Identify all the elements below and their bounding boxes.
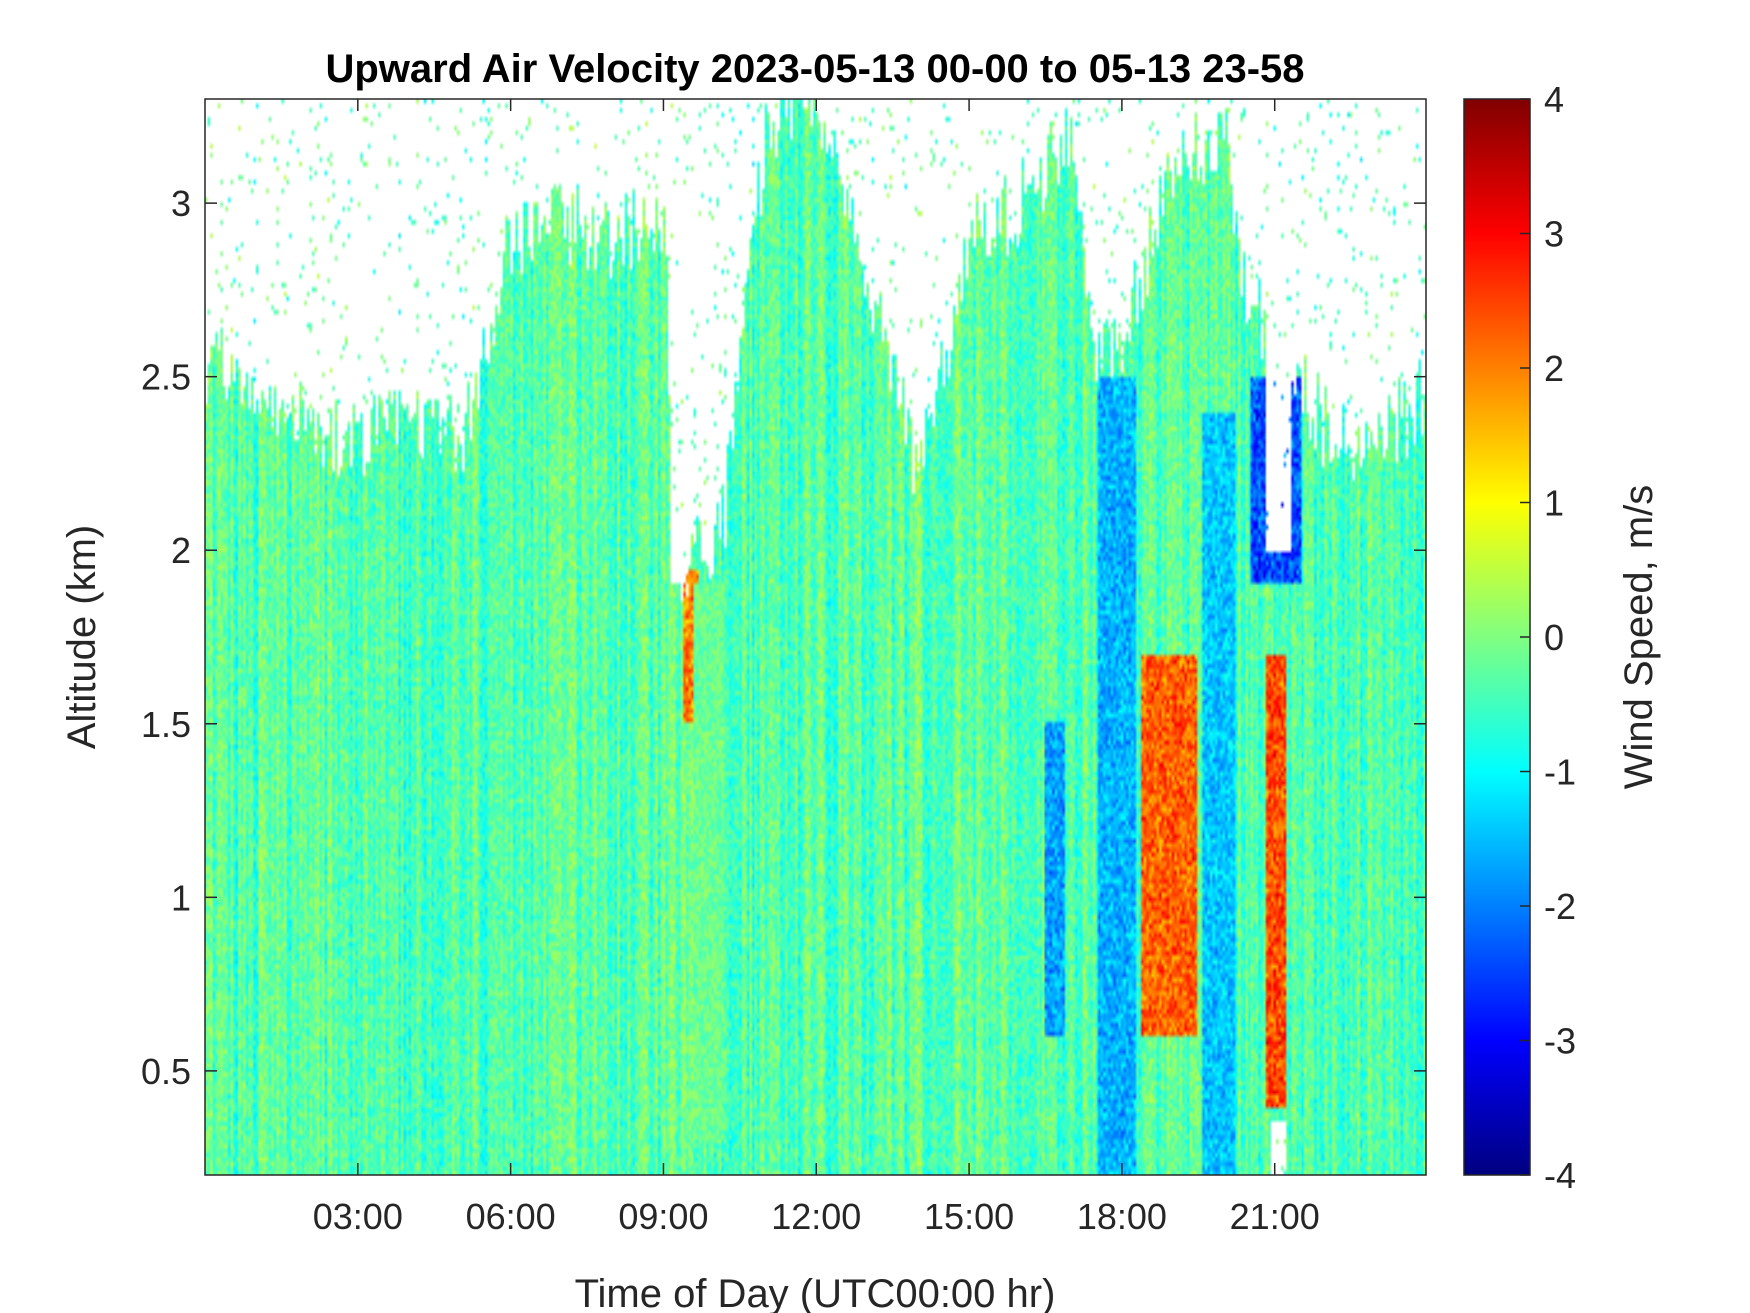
y-tick-label: 3 <box>171 183 191 224</box>
colorbar-tick-label: 2 <box>1544 348 1564 389</box>
colorbar-tick-label: 4 <box>1544 79 1564 120</box>
chart-title: Upward Air Velocity 2023-05-13 00-00 to … <box>325 47 1304 91</box>
colorbar: 4 3 2 1 0 -1 -2 -3 -4 <box>1463 79 1576 1196</box>
x-tick-label: 06:00 <box>466 1196 556 1237</box>
x-axis: 03:00 06:00 09:00 12:00 15:00 18:00 21:00 <box>313 99 1320 1237</box>
colorbar-tick-label: 0 <box>1544 617 1564 658</box>
x-axis-label: Time of Day (UTC00:00 hr) <box>575 1272 1056 1313</box>
colorbar-gradient <box>1463 98 1531 1176</box>
y-tick-label: 1.5 <box>141 704 191 745</box>
y-axis-label: Altitude (km) <box>60 525 104 750</box>
plot-frame <box>204 98 1427 1176</box>
heatmap-cells <box>205 99 1426 1175</box>
colorbar-tick-label: -1 <box>1544 752 1576 793</box>
colorbar-tick-label: 1 <box>1544 483 1564 524</box>
colorbar-tick-label: -4 <box>1544 1155 1576 1196</box>
x-tick-label: 15:00 <box>924 1196 1014 1237</box>
colorbar-tick-label: 3 <box>1544 214 1564 255</box>
colorbar-tick-label: -3 <box>1544 1021 1576 1062</box>
colorbar-tick-label: -2 <box>1544 886 1576 927</box>
velocity-heatmap <box>205 99 1426 1175</box>
y-tick-label: 0.5 <box>141 1051 191 1092</box>
y-axis: 0.5 1 1.5 2 2.5 3 <box>141 183 1426 1092</box>
x-tick-label: 03:00 <box>313 1196 403 1237</box>
x-tick-label: 18:00 <box>1077 1196 1167 1237</box>
y-tick-label: 2 <box>171 530 191 571</box>
colorbar-label: Wind Speed, m/s <box>1617 485 1661 790</box>
x-tick-label: 12:00 <box>771 1196 861 1237</box>
y-tick-label: 1 <box>171 877 191 918</box>
y-tick-label: 2.5 <box>141 357 191 398</box>
x-tick-label: 09:00 <box>618 1196 708 1237</box>
x-tick-label: 21:00 <box>1230 1196 1320 1237</box>
